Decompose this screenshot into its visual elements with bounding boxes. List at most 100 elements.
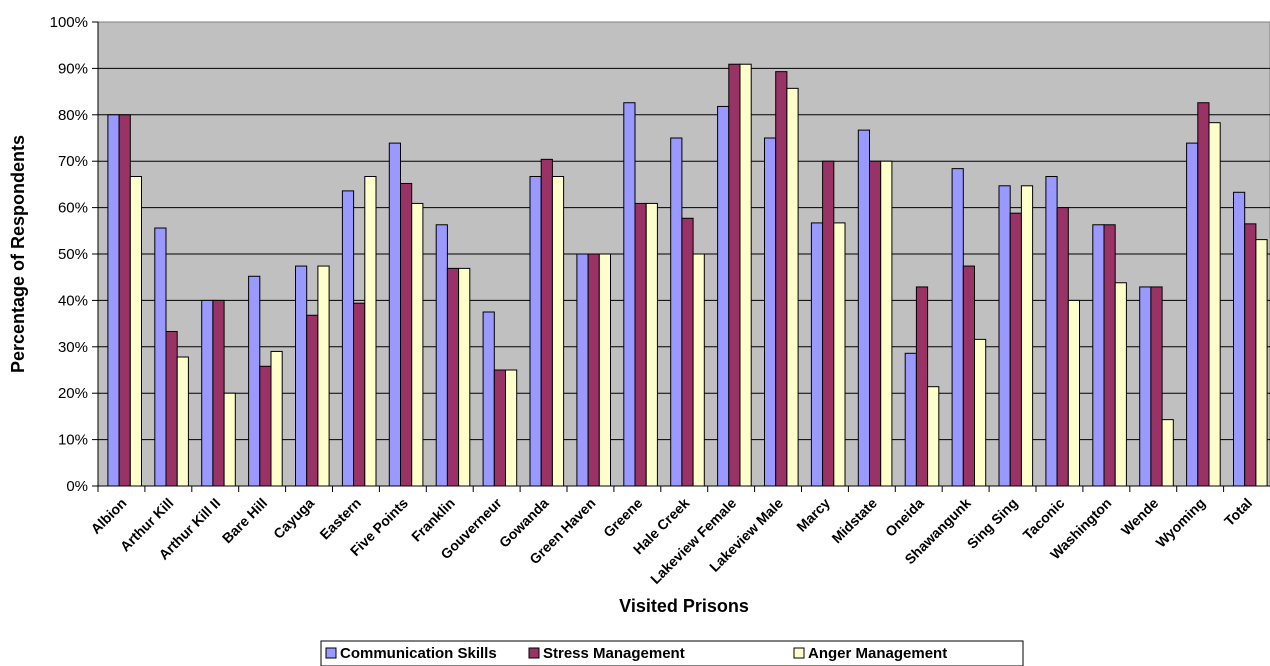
bar-anger-management [645,202,658,487]
bar-communication-skills [998,185,1011,487]
bar-stress-management [822,160,835,487]
x-tick-label: Albion [87,495,129,537]
y-tick-label: 100% [50,14,88,31]
y-tick-label: 20% [58,385,88,402]
legend-swatch [325,647,337,659]
bar-communication-skills [576,253,589,487]
bar-stress-management [400,182,413,487]
bar-communication-skills [810,222,824,487]
bar-stress-management [493,369,506,487]
bar-anger-management [927,386,940,487]
y-tick-labels: 0% 10% 20% 30% 40% 50% 60% 70% 80% 90% 100% [50,14,88,495]
bar-stress-management [587,253,600,487]
bar-anger-management [411,202,424,487]
x-tick-label: Bare Hill [219,495,270,546]
y-tick-label: 40% [58,292,88,309]
x-tick-label: Wende [1118,495,1162,539]
bar-stress-management [259,365,272,487]
bar-communication-skills [295,265,308,487]
bar-stress-management [165,330,178,487]
bar-stress-management [869,160,882,487]
bar-anger-management [974,338,987,487]
x-axis-title: Visited Prisons [619,596,749,616]
bar-communication-skills [1045,176,1058,487]
bar-communication-skills [388,142,401,487]
bar-communication-skills [154,227,167,487]
y-tick-label: 0% [66,478,88,495]
bar-communication-skills [1092,224,1105,487]
bar-anger-management [1161,419,1174,487]
bar-stress-management [681,217,694,487]
bar-stress-management [118,114,131,487]
x-tick-label: Sing Sing [964,495,1021,552]
bar-communication-skills [1233,191,1246,487]
bar-anger-management [1067,299,1081,487]
bar-communication-skills [248,275,261,487]
legend: Communication Skills Stress Management Ang… [320,640,1024,666]
legend-swatch [528,647,540,659]
x-tick-label: Cayuga [270,495,317,542]
x-tick-label: Midstate [828,495,880,547]
x-tick-label: Lakeview Female [647,495,739,587]
axes [92,21,1270,492]
bar-anger-management [739,63,752,487]
y-tick-label: 80% [58,107,88,124]
bar-stress-management [1244,223,1257,487]
bar-communication-skills [201,299,214,487]
bar-anger-management [176,356,189,487]
bar-stress-management [1197,102,1210,487]
bar-anger-management [1114,282,1127,487]
y-tick-label: 50% [58,246,88,263]
bar-anger-management [317,265,330,487]
bar-anger-management [692,253,705,487]
bar-communication-skills [1139,286,1152,487]
bar-communication-skills [1186,142,1199,487]
bar-communication-skills [435,224,448,487]
bar-communication-skills [951,168,964,487]
y-tick-label: 10% [58,432,88,449]
bar-anger-management [364,176,377,487]
bar-communication-skills [341,190,355,487]
bar-communication-skills [857,129,870,487]
x-tick-label: Wyoming [1153,495,1209,551]
bar-anger-management [1208,122,1221,487]
bar-anger-management [1255,239,1268,487]
bar-anger-management [551,176,565,487]
bar-stress-management [540,158,553,487]
bar-communication-skills [107,114,120,487]
x-tick-label: Marcy [793,495,833,535]
bar-communication-skills [623,102,636,487]
y-tick-label: 30% [58,339,88,356]
bar-anger-management [505,369,518,487]
y-tick-label: 70% [58,153,88,170]
legend-box [320,640,1024,666]
legend-label: Communication Skills [340,645,497,662]
bar-stress-management [306,314,319,487]
bar-stress-management [353,302,366,487]
bar-anger-management [833,222,846,487]
bar-stress-management [775,71,788,487]
bar-stress-management [915,286,929,487]
bar-communication-skills [904,352,917,487]
x-tick-label: Eastern [316,495,364,543]
bar-anger-management [880,160,893,487]
bar-anger-management [786,87,799,487]
bar-anger-management [129,176,143,487]
bar-anger-management [223,392,236,487]
y-tick-label: 60% [58,200,88,217]
bar-anger-management [458,267,471,487]
bar-stress-management [1056,207,1069,487]
x-tick-label: Oneida [882,495,927,540]
x-tick-label: Taconic [1020,495,1068,543]
bar-stress-management [1150,286,1163,487]
bar-communication-skills [670,137,683,487]
bar-stress-management [1009,212,1022,487]
bar-stress-management [962,265,975,487]
bar-communication-skills [529,176,542,487]
y-tick-label: 90% [58,60,88,77]
bar-communication-skills [482,311,495,487]
bar-stress-management [446,267,460,487]
x-tick-label: Total [1221,495,1255,529]
